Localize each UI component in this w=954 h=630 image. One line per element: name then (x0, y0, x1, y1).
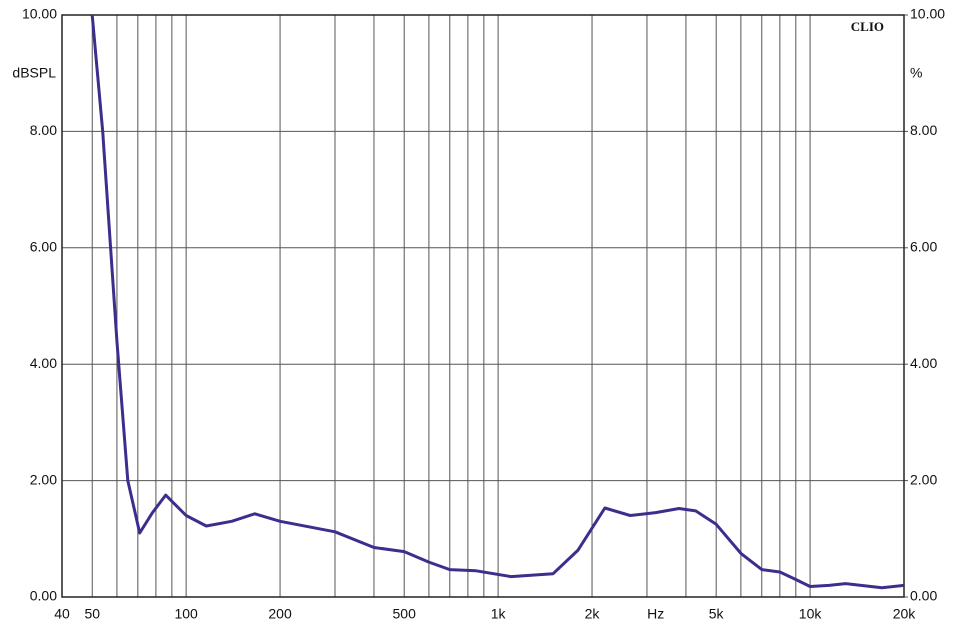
y-tick-label: 4.00 (30, 355, 57, 371)
y-tick-label: 6.00 (30, 239, 57, 255)
y2-tick-label: 2.00 (910, 471, 937, 487)
x-tick-label: 5k (709, 606, 725, 622)
x-tick-label: 200 (268, 606, 292, 622)
y2-tick-label: 6.00 (910, 239, 937, 255)
x-tick-label: 1k (491, 606, 507, 622)
x-tick-label: 20k (893, 606, 917, 622)
x-tick-label: 500 (393, 606, 417, 622)
brand: CLIO (851, 19, 884, 34)
y2-tick-label: 0.00 (910, 588, 937, 604)
y-tick-label: 0.00 (30, 588, 57, 604)
y-tick-label: 8.00 (30, 122, 57, 138)
y-tick-label: 10.00 (22, 6, 57, 22)
y2-axis-label: % (910, 65, 922, 81)
y-tick-label: 2.00 (30, 471, 57, 487)
x-tick-label: 50 (84, 606, 100, 622)
y2-tick-label: 10.00 (910, 6, 945, 22)
x-tick-label: 40 (54, 606, 70, 622)
x-tick-label: 2k (585, 606, 601, 622)
y-axis-label: dBSPL (12, 65, 56, 81)
x-tick-label: 100 (174, 606, 198, 622)
y2-tick-label: 4.00 (910, 355, 937, 371)
plot-frame (61, 14, 905, 598)
x-tick-label: 10k (799, 606, 823, 622)
y2-tick-label: 8.00 (910, 122, 937, 138)
series-line (90, 15, 904, 590)
x-axis-label: Hz (647, 606, 664, 622)
